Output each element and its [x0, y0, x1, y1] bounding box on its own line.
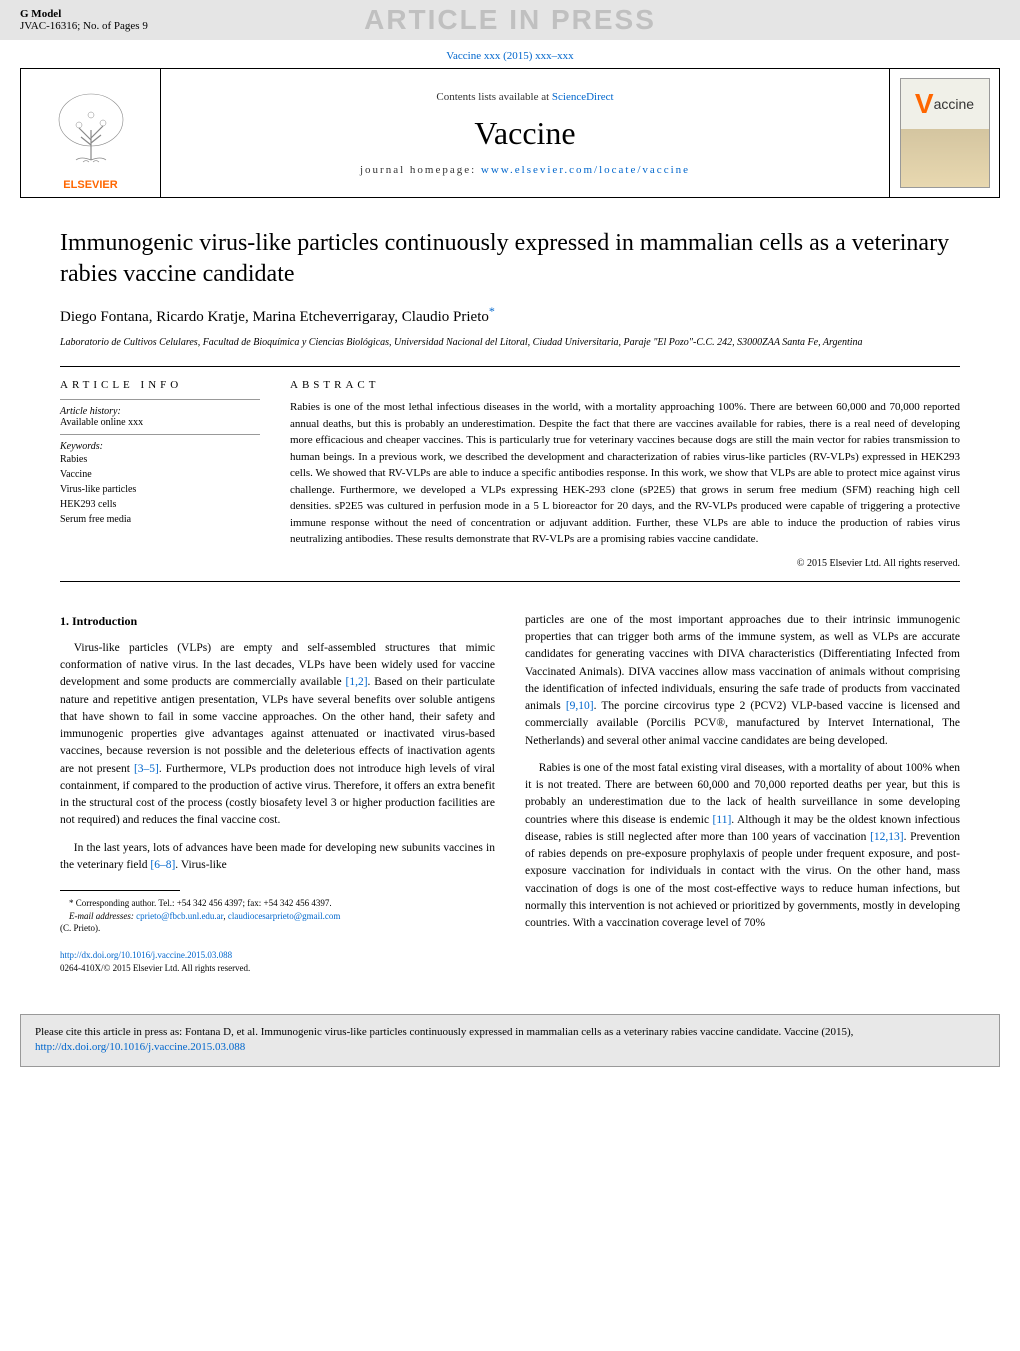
article-body: Immunogenic virus-like particles continu… — [0, 198, 1020, 994]
issn-line: 0264-410X/© 2015 Elsevier Ltd. All right… — [60, 962, 495, 975]
abstract-column: ABSTRACT Rabies is one of the most letha… — [290, 379, 960, 569]
ref-link[interactable]: [12,13] — [870, 831, 904, 843]
history-value: Available online xxx — [60, 417, 260, 428]
email-link[interactable]: claudiocesarprieto@gmail.com — [228, 911, 341, 921]
corresponding-mark: * — [489, 304, 495, 318]
elsevier-tree-icon — [41, 90, 141, 175]
gmodel-label: G Model — [20, 8, 148, 20]
sciencedirect-link[interactable]: ScienceDirect — [552, 91, 614, 103]
footnote-separator — [60, 890, 180, 891]
left-column: 1. Introduction Virus-like particles (VL… — [60, 612, 495, 974]
gmodel-block: G Model JVAC-16316; No. of Pages 9 — [20, 8, 148, 32]
journal-cover-thumb: Vaccine — [900, 78, 990, 188]
authors-line: Diego Fontana, Ricardo Kratje, Marina Et… — [60, 304, 960, 326]
keyword-item: HEK293 cells — [60, 497, 260, 512]
corresponding-footnote: * Corresponding author. Tel.: +54 342 45… — [60, 897, 495, 910]
keyword-item: Virus-like particles — [60, 482, 260, 497]
history-label: Article history: — [60, 406, 260, 417]
intro-para-2: In the last years, lots of advances have… — [60, 840, 495, 875]
journal-banner: ELSEVIER Contents lists available at Sci… — [20, 68, 1000, 198]
info-abstract-row: ARTICLE INFO Article history: Available … — [60, 366, 960, 582]
article-in-press-watermark: ARTICLE IN PRESS — [364, 4, 656, 36]
cite-box: Please cite this article in press as: Fo… — [20, 1014, 1000, 1067]
article-title: Immunogenic virus-like particles continu… — [60, 228, 960, 290]
keywords-list: Rabies Vaccine Virus-like particles HEK2… — [60, 452, 260, 527]
keyword-item: Serum free media — [60, 512, 260, 527]
abstract-header: ABSTRACT — [290, 379, 960, 391]
email-footnote: E-mail addresses: cprieto@fbcb.unl.edu.a… — [60, 910, 495, 923]
article-history-section: Article history: Available online xxx — [60, 399, 260, 434]
body-columns: 1. Introduction Virus-like particles (VL… — [60, 612, 960, 974]
cover-image-area — [901, 129, 989, 187]
journal-issue-ref: Vaccine xxx (2015) xxx–xxx — [0, 40, 1020, 68]
intro-para-4: Rabies is one of the most fatal existing… — [525, 760, 960, 933]
ref-link[interactable]: [3–5] — [134, 763, 159, 775]
header-bar: G Model JVAC-16316; No. of Pages 9 ARTIC… — [0, 0, 1020, 40]
cover-title: Vaccine — [901, 79, 989, 129]
article-info-header: ARTICLE INFO — [60, 379, 260, 391]
authors-text: Diego Fontana, Ricardo Kratje, Marina Et… — [60, 309, 489, 325]
intro-para-1: Virus-like particles (VLPs) are empty an… — [60, 640, 495, 830]
keyword-item: Rabies — [60, 452, 260, 467]
ref-code: JVAC-16316; No. of Pages 9 — [20, 20, 148, 32]
email-link[interactable]: cprieto@fbcb.unl.edu.ar — [136, 911, 223, 921]
article-info-column: ARTICLE INFO Article history: Available … — [60, 379, 260, 569]
journal-title: Vaccine — [474, 115, 575, 152]
ref-link[interactable]: [6–8] — [150, 859, 175, 871]
homepage-link[interactable]: www.elsevier.com/locate/vaccine — [481, 164, 690, 176]
keyword-item: Vaccine — [60, 467, 260, 482]
ref-link[interactable]: [9,10] — [566, 700, 594, 712]
cover-rest: accine — [934, 96, 974, 112]
right-column: particles are one of the most important … — [525, 612, 960, 974]
email-label: E-mail addresses: — [69, 911, 136, 921]
homepage-prefix: journal homepage: — [360, 164, 481, 176]
keywords-label: Keywords: — [60, 441, 260, 452]
contents-prefix: Contents lists available at — [436, 91, 551, 103]
journal-homepage: journal homepage: www.elsevier.com/locat… — [360, 164, 690, 176]
publisher-logo-block: ELSEVIER — [21, 69, 161, 197]
intro-para-3: particles are one of the most important … — [525, 612, 960, 750]
ref-link[interactable]: [11] — [713, 814, 732, 826]
ref-link[interactable]: [1,2] — [346, 676, 368, 688]
abstract-copyright: © 2015 Elsevier Ltd. All rights reserved… — [290, 558, 960, 569]
affiliation: Laboratorio de Cultivos Celulares, Facul… — [60, 336, 960, 350]
keywords-section: Keywords: Rabies Vaccine Virus-like part… — [60, 434, 260, 533]
contents-available: Contents lists available at ScienceDirec… — [436, 91, 613, 103]
cite-text: Please cite this article in press as: Fo… — [35, 1026, 853, 1038]
section-heading-intro: 1. Introduction — [60, 612, 495, 630]
email-suffix: (C. Prieto). — [60, 922, 495, 935]
cite-doi-link[interactable]: http://dx.doi.org/10.1016/j.vaccine.2015… — [35, 1041, 245, 1053]
cover-letter-v: V — [915, 88, 934, 120]
publisher-name: ELSEVIER — [63, 179, 117, 191]
doi-link[interactable]: http://dx.doi.org/10.1016/j.vaccine.2015… — [60, 949, 495, 962]
banner-center: Contents lists available at ScienceDirec… — [161, 69, 889, 197]
doi-block: http://dx.doi.org/10.1016/j.vaccine.2015… — [60, 949, 495, 974]
banner-right: Vaccine — [889, 69, 999, 197]
abstract-text: Rabies is one of the most lethal infecti… — [290, 399, 960, 548]
